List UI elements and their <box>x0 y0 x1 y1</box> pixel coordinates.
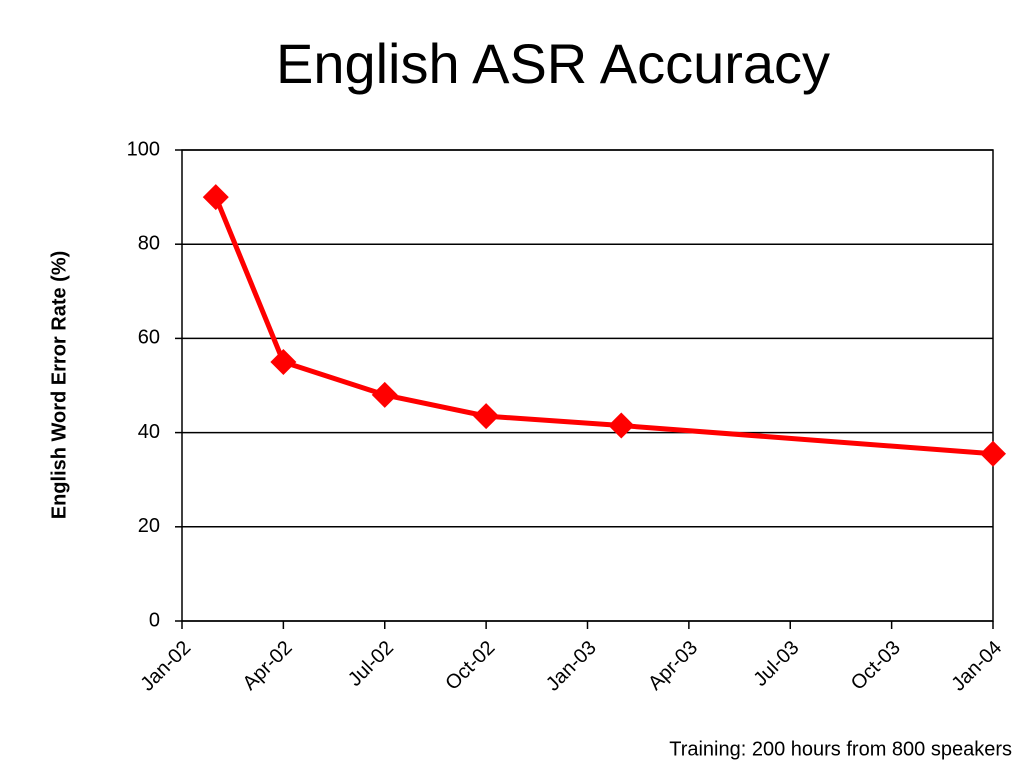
y-tick-label: 0 <box>149 609 160 631</box>
plot-frame <box>181 149 994 622</box>
data-marker <box>980 440 1006 467</box>
x-tick-label: Jan-03 <box>542 637 601 696</box>
y-tick-label: 80 <box>138 232 160 254</box>
x-tick-label: Jul-02 <box>344 637 398 691</box>
data-marker <box>608 412 635 439</box>
y-tick-label: 60 <box>138 327 160 349</box>
x-tick-label: Oct-02 <box>441 637 499 695</box>
annotation: Training: 200 hours from 800 speakers <box>669 738 1012 760</box>
x-tick-label: Jan-02 <box>136 637 195 696</box>
chart-title: English ASR Accuracy <box>276 32 830 95</box>
data-line <box>213 196 994 457</box>
x-tick-label: Apr-03 <box>644 637 702 695</box>
x-tick-label: Jul-03 <box>749 637 803 691</box>
data-marker <box>270 348 297 375</box>
data-marker <box>371 381 398 408</box>
x-tick-label: Apr-02 <box>239 637 297 695</box>
x-tick-label: Oct-03 <box>847 637 905 695</box>
y-tick-label: 100 <box>127 138 160 160</box>
data-marker <box>473 403 500 430</box>
x-tick-label: Jan-04 <box>947 637 1006 696</box>
y-tick-label: 20 <box>138 515 160 537</box>
y-axis-label: English Word Error Rate (%) <box>48 251 70 520</box>
data-marker <box>202 184 229 211</box>
y-tick-label: 40 <box>138 421 160 443</box>
